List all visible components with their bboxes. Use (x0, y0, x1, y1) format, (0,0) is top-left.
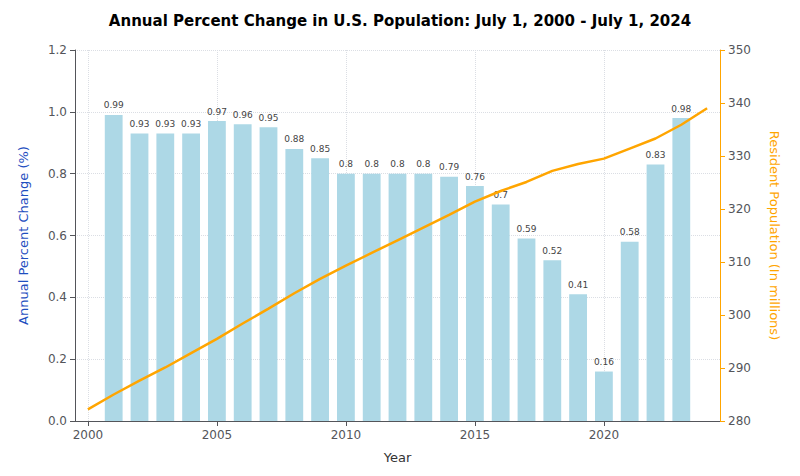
svg-text:0.41: 0.41 (568, 280, 588, 290)
svg-text:0.96: 0.96 (233, 110, 253, 120)
svg-text:Year: Year (383, 450, 412, 465)
svg-text:0.58: 0.58 (620, 227, 640, 237)
svg-text:0.85: 0.85 (310, 144, 330, 154)
svg-text:0.52: 0.52 (542, 246, 562, 256)
svg-text:0.93: 0.93 (181, 119, 201, 129)
svg-text:1.2: 1.2 (48, 43, 67, 57)
svg-text:0.83: 0.83 (645, 150, 665, 160)
svg-text:2020: 2020 (589, 428, 620, 442)
svg-text:350: 350 (728, 43, 751, 57)
svg-text:0.8: 0.8 (339, 159, 354, 169)
svg-text:0.8: 0.8 (365, 159, 380, 169)
svg-text:0.7: 0.7 (493, 190, 508, 201)
svg-text:290: 290 (728, 361, 751, 375)
svg-text:2000: 2000 (73, 428, 104, 442)
svg-text:0.95: 0.95 (258, 113, 278, 123)
svg-text:0.8: 0.8 (390, 159, 405, 169)
svg-text:0.79: 0.79 (439, 162, 459, 172)
svg-text:0.16: 0.16 (594, 357, 614, 367)
svg-text:300: 300 (728, 308, 751, 322)
svg-text:Annual Percent Change in U.S.: Annual Percent Change in U.S. Population… (109, 12, 691, 30)
svg-text:0.6: 0.6 (48, 229, 67, 243)
svg-text:2015: 2015 (460, 428, 491, 442)
svg-text:0.97: 0.97 (207, 107, 227, 117)
svg-text:280: 280 (728, 414, 751, 428)
svg-text:0.98: 0.98 (671, 104, 691, 114)
svg-text:1.0: 1.0 (48, 105, 67, 119)
svg-text:0.2: 0.2 (48, 352, 67, 366)
svg-text:0.8: 0.8 (416, 159, 431, 169)
svg-text:2005: 2005 (202, 428, 233, 442)
svg-text:2010: 2010 (331, 428, 362, 442)
svg-text:0.59: 0.59 (516, 224, 536, 234)
svg-text:340: 340 (728, 96, 751, 110)
svg-text:0.0: 0.0 (48, 414, 67, 428)
svg-text:0.76: 0.76 (465, 172, 485, 182)
svg-text:320: 320 (728, 202, 751, 216)
svg-text:0.93: 0.93 (155, 119, 175, 129)
svg-text:0.88: 0.88 (284, 134, 304, 144)
svg-text:Resident Population (In millio: Resident Population (In millions) (767, 131, 782, 340)
svg-text:330: 330 (728, 149, 751, 163)
svg-text:0.93: 0.93 (129, 119, 149, 129)
svg-text:Annual Percent Change (%): Annual Percent Change (%) (16, 146, 31, 325)
svg-text:0.99: 0.99 (104, 100, 124, 110)
svg-text:0.8: 0.8 (48, 167, 67, 181)
svg-text:0.4: 0.4 (48, 290, 67, 304)
svg-text:310: 310 (728, 255, 751, 269)
